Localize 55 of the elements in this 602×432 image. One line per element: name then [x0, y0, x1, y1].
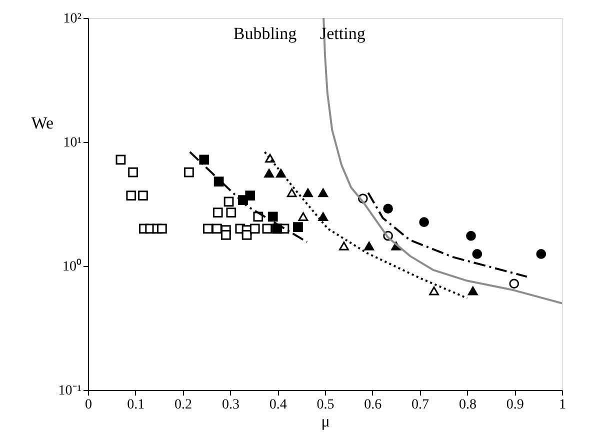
point [383, 204, 393, 214]
point [242, 230, 252, 240]
point [298, 212, 308, 222]
x-tick-label: 0.9 [506, 398, 524, 412]
point [184, 167, 194, 178]
point [286, 188, 297, 198]
point [221, 230, 231, 240]
point [268, 212, 278, 222]
x-tick-label: 0.8 [458, 398, 476, 412]
x-tick-label: 0.5 [316, 398, 334, 412]
point [199, 154, 210, 165]
point [536, 249, 546, 259]
x-tick-label: 0.3 [222, 398, 240, 412]
point [429, 286, 439, 296]
x-tick-label: 0.6 [364, 398, 382, 412]
point [212, 208, 223, 218]
point [202, 224, 213, 234]
y-tick-label: 10¹ [63, 136, 82, 150]
x-tick-label: 0.4 [269, 398, 287, 412]
point [126, 190, 136, 200]
point [318, 188, 328, 198]
annotation: Jetting [320, 24, 366, 43]
x-tick-label: 0 [85, 398, 92, 412]
y-axis-title: We [31, 114, 54, 132]
point [318, 212, 328, 222]
x-tick-label: 0.2 [174, 398, 192, 412]
point [226, 208, 236, 218]
point [224, 196, 234, 207]
x-tick-label: 0.1 [127, 398, 145, 412]
y-tick-label: 10⁻¹ [58, 384, 82, 398]
point [214, 176, 224, 186]
point [116, 154, 126, 165]
point [128, 167, 138, 178]
point [264, 168, 274, 178]
point [472, 249, 482, 259]
x-tick-label: 0.7 [412, 398, 430, 412]
line-series [264, 151, 468, 300]
point [212, 224, 222, 234]
point [303, 188, 313, 198]
point [293, 222, 303, 232]
annotation: Bubbling [233, 24, 298, 43]
y-tick-label: 10² [63, 12, 82, 26]
point [339, 242, 349, 250]
point [138, 190, 148, 200]
point [466, 230, 476, 241]
point [419, 217, 429, 228]
point [157, 224, 167, 234]
point [468, 286, 478, 296]
point [250, 224, 260, 234]
point [364, 242, 374, 250]
x-tick-label: 1 [559, 398, 566, 412]
y-tick-label: 10⁰ [62, 258, 82, 274]
point [262, 224, 272, 234]
point [509, 278, 520, 289]
x-axis-title: μ [321, 414, 330, 430]
